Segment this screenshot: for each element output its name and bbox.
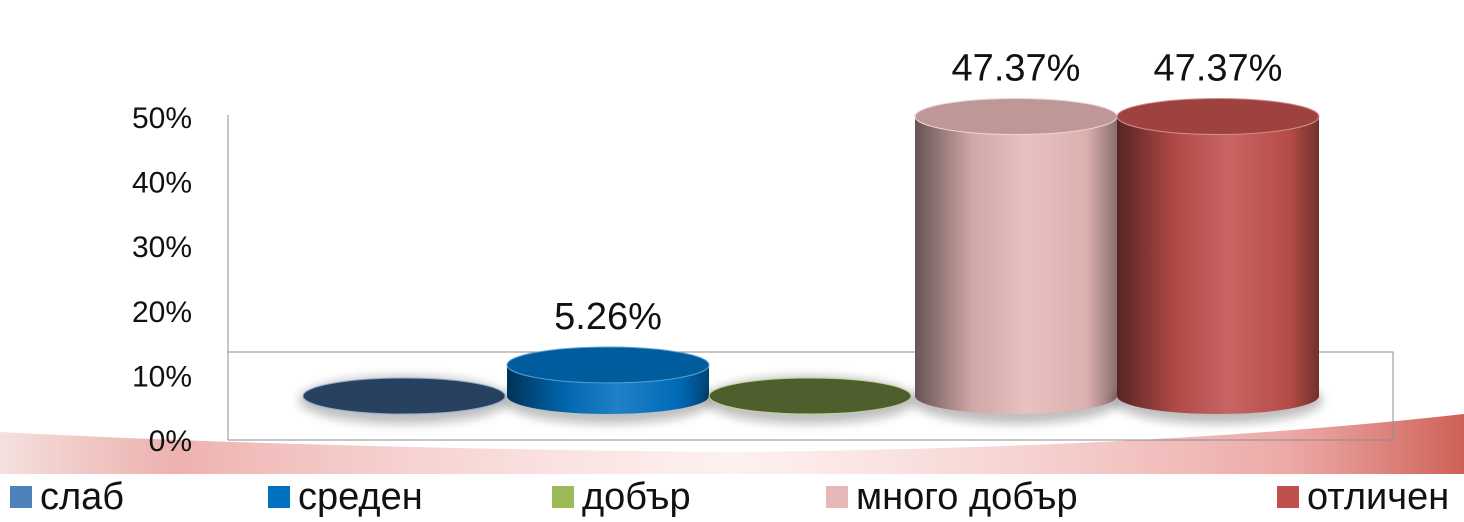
data-label: 5.26% — [554, 296, 662, 338]
bar-chart: 0% 10% 20% 30% 40% 50% 5.26% 47.37% 47.37% — [0, 48, 1464, 474]
legend-item: среден — [268, 474, 423, 520]
y-tick-label: 40% — [132, 167, 192, 200]
y-tick-label: 30% — [132, 231, 192, 264]
legend-label: слаб — [40, 476, 125, 518]
legend: слаб среден добър много добър отличен — [0, 474, 1464, 520]
data-label: 47.37% — [1154, 48, 1283, 90]
data-label: 47.37% — [952, 48, 1081, 90]
bar-5 — [1113, 98, 1323, 424]
legend-item: добър — [552, 474, 691, 520]
bar-1 — [299, 376, 509, 424]
bar-3 — [705, 376, 915, 424]
legend-label: отличен — [1307, 476, 1450, 518]
bar-top — [506, 346, 710, 384]
legend-label: много добър — [856, 476, 1078, 518]
bar-top — [708, 377, 912, 415]
legend-label: добър — [582, 476, 691, 518]
bar-side — [1117, 116, 1319, 414]
legend-swatch — [1277, 486, 1299, 508]
y-tick-label: 50% — [132, 102, 192, 135]
bar-4 — [911, 98, 1121, 424]
legend-item: слаб — [10, 474, 124, 520]
bar-top — [302, 377, 506, 415]
y-tick-label: 10% — [132, 360, 192, 393]
legend-label: среден — [298, 476, 423, 518]
y-tick-label: 20% — [132, 296, 192, 329]
legend-swatch — [552, 486, 574, 508]
bar-top — [1116, 98, 1320, 136]
bar-top — [914, 98, 1118, 136]
bar-2 — [503, 346, 713, 424]
legend-item: отличен — [1277, 474, 1449, 520]
y-tick-label: 0% — [149, 425, 192, 458]
legend-swatch — [826, 486, 848, 508]
legend-swatch — [10, 486, 32, 508]
legend-swatch — [268, 486, 290, 508]
background-swoosh — [0, 414, 1464, 474]
legend-item: много добър — [826, 474, 1078, 520]
bar-side — [915, 116, 1117, 414]
